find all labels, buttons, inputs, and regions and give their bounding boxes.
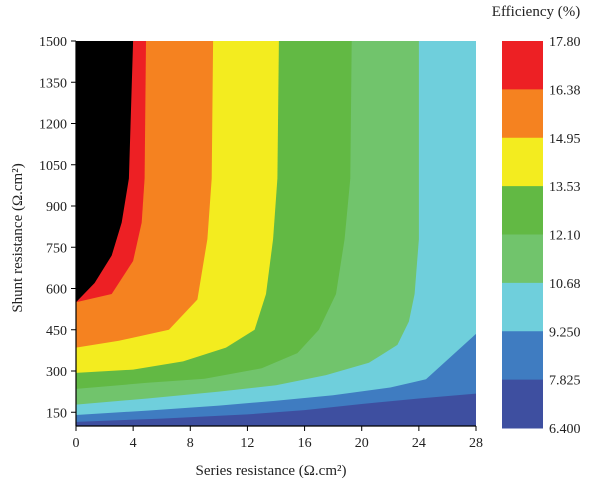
colorbar-label: 16.38 — [549, 83, 581, 98]
colorbar-title: Efficiency (%) — [492, 4, 580, 20]
colorbar: 17.80 16.38 14.95 13.53 12.10 10.68 9.250 7.825… — [502, 35, 581, 437]
colorbar-label: 10.68 — [549, 277, 581, 292]
x-tick-label: 24 — [412, 436, 426, 451]
y-tick-label: 1500 — [39, 35, 67, 50]
x-tick-label: 16 — [298, 436, 312, 451]
x-axis-ticks: 0 4 8 12 16 20 24 28 — [73, 426, 483, 451]
colorbar-band — [502, 234, 543, 284]
x-tick-label: 0 — [73, 436, 80, 451]
plot-area — [76, 41, 476, 426]
y-tick-label: 750 — [46, 241, 67, 256]
y-tick-label: 1200 — [39, 118, 67, 133]
colorbar-label: 9.250 — [549, 325, 581, 340]
colorbar-label: 7.825 — [549, 374, 581, 389]
y-axis-ticks: 150 300 450 600 750 900 1050 1200 1350 1500 — [39, 35, 76, 421]
x-tick-label: 8 — [187, 436, 194, 451]
x-tick-label: 12 — [240, 436, 254, 451]
colorbar-band — [502, 89, 543, 139]
colorbar-band — [502, 282, 543, 332]
y-tick-label: 150 — [46, 406, 67, 421]
x-tick-label: 20 — [355, 436, 369, 451]
colorbar-label: 14.95 — [549, 132, 581, 147]
y-tick-label: 450 — [46, 324, 67, 339]
colorbar-label: 12.10 — [549, 229, 581, 244]
colorbar-label: 13.53 — [549, 180, 581, 195]
contour-band-8 — [76, 41, 134, 303]
y-tick-label: 1350 — [39, 76, 67, 91]
x-axis-title: Series resistance (Ω.cm²) — [195, 463, 346, 479]
y-tick-label: 600 — [46, 283, 67, 298]
colorbar-band — [502, 41, 543, 90]
colorbar-band — [502, 331, 543, 381]
colorbar-label: 17.80 — [549, 35, 581, 50]
y-tick-label: 300 — [46, 365, 67, 380]
colorbar-band — [502, 186, 543, 235]
x-tick-label: 28 — [469, 436, 483, 451]
y-tick-label: 900 — [46, 200, 67, 215]
colorbar-band — [502, 379, 543, 429]
colorbar-band — [502, 137, 543, 187]
colorbar-label: 6.400 — [549, 422, 581, 437]
axes — [75, 41, 476, 427]
y-tick-label: 1050 — [39, 159, 67, 174]
y-axis-title: Shunt resistance (Ω.cm²) — [10, 163, 26, 312]
x-tick-label: 4 — [130, 436, 137, 451]
